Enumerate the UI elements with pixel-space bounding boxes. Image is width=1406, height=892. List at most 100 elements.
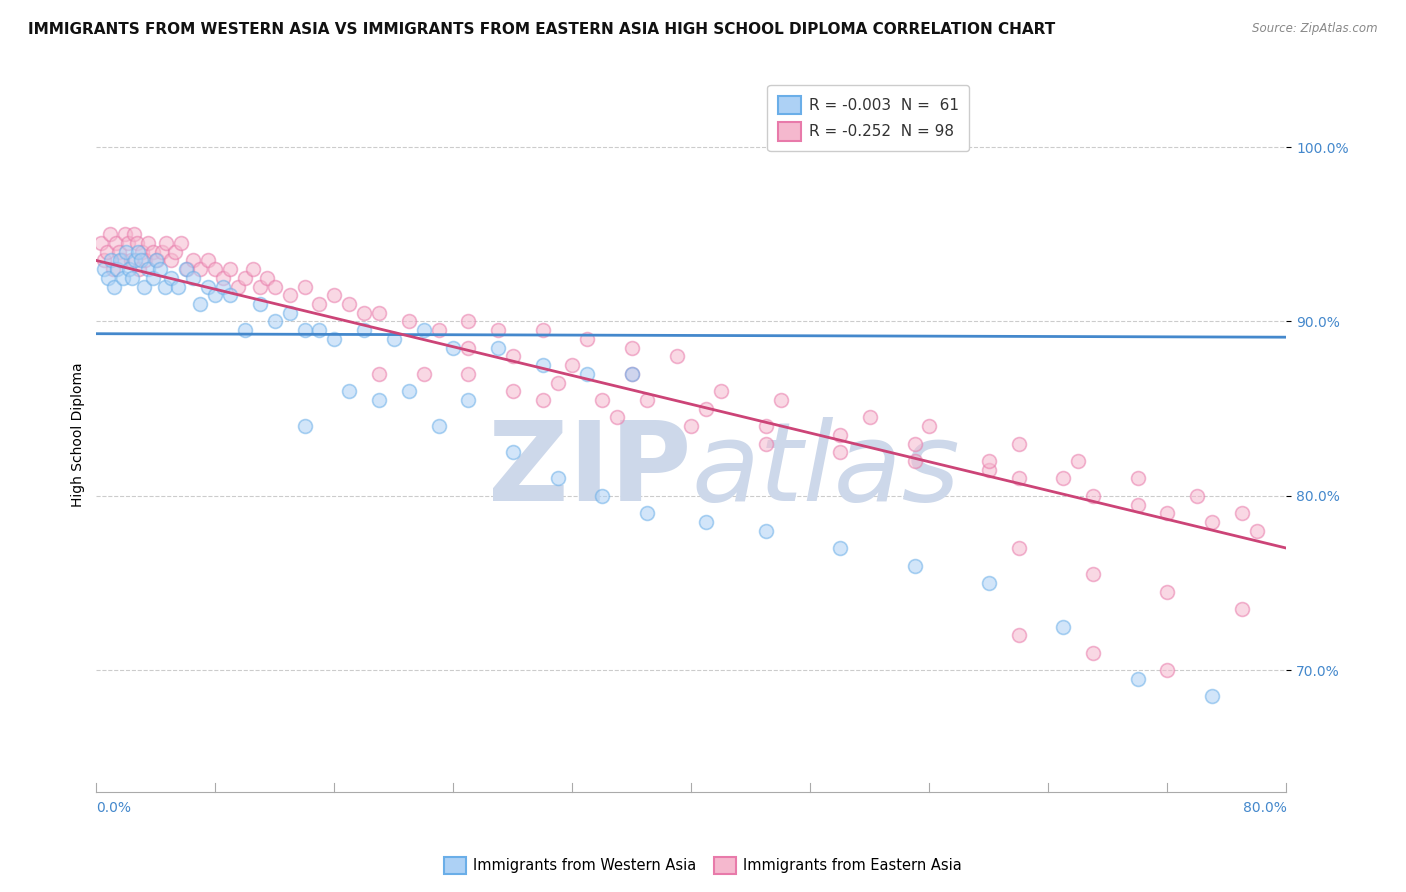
Point — [115, 244, 138, 259]
Point — [903, 436, 925, 450]
Point — [233, 271, 256, 285]
Point — [486, 323, 509, 337]
Point — [620, 367, 643, 381]
Text: IMMIGRANTS FROM WESTERN ASIA VS IMMIGRANTS FROM EASTERN ASIA HIGH SCHOOL DIPLOMA: IMMIGRANTS FROM WESTERN ASIA VS IMMIGRAN… — [28, 22, 1056, 37]
Point — [547, 376, 569, 390]
Point — [531, 392, 554, 407]
Point — [412, 367, 434, 381]
Point — [211, 279, 233, 293]
Legend: Immigrants from Western Asia, Immigrants from Eastern Asia: Immigrants from Western Asia, Immigrants… — [439, 851, 967, 880]
Point — [427, 419, 450, 434]
Point — [105, 262, 128, 277]
Point — [769, 392, 792, 407]
Point — [547, 471, 569, 485]
Point — [457, 314, 479, 328]
Point — [97, 271, 120, 285]
Point — [1081, 567, 1104, 582]
Point — [129, 253, 152, 268]
Point — [1230, 602, 1253, 616]
Point — [100, 253, 122, 268]
Point — [104, 235, 127, 250]
Point — [111, 253, 134, 268]
Point — [457, 367, 479, 381]
Text: atlas: atlas — [692, 417, 960, 524]
Point — [457, 392, 479, 407]
Point — [165, 244, 187, 259]
Point — [170, 235, 193, 250]
Point — [150, 244, 173, 259]
Point — [755, 524, 778, 538]
Point — [1201, 515, 1223, 529]
Point — [233, 323, 256, 337]
Point — [278, 288, 301, 302]
Text: 0.0%: 0.0% — [97, 801, 131, 815]
Point — [131, 244, 153, 259]
Point — [1187, 489, 1209, 503]
Point — [114, 227, 136, 242]
Point — [486, 341, 509, 355]
Legend: R = -0.003  N =  61, R = -0.252  N = 98: R = -0.003 N = 61, R = -0.252 N = 98 — [768, 85, 969, 152]
Point — [278, 306, 301, 320]
Point — [112, 271, 135, 285]
Point — [122, 227, 145, 242]
Point — [695, 401, 717, 416]
Point — [146, 253, 169, 268]
Point — [977, 454, 1000, 468]
Point — [103, 279, 125, 293]
Point — [337, 384, 360, 399]
Point — [1126, 471, 1149, 485]
Point — [755, 419, 778, 434]
Point — [1052, 471, 1074, 485]
Point — [249, 279, 271, 293]
Point — [636, 506, 658, 520]
Point — [859, 410, 882, 425]
Point — [121, 271, 143, 285]
Point — [1067, 454, 1090, 468]
Point — [977, 576, 1000, 591]
Point — [263, 279, 285, 293]
Point — [181, 271, 204, 285]
Point — [190, 262, 212, 277]
Point — [204, 288, 226, 302]
Point — [197, 253, 219, 268]
Point — [695, 515, 717, 529]
Point — [176, 262, 198, 277]
Point — [153, 279, 176, 293]
Point — [830, 541, 852, 555]
Point — [219, 262, 242, 277]
Point — [1081, 646, 1104, 660]
Point — [101, 262, 124, 277]
Point — [174, 262, 197, 277]
Point — [90, 235, 112, 250]
Point — [1008, 541, 1031, 555]
Point — [1008, 436, 1031, 450]
Point — [606, 410, 628, 425]
Point — [1156, 506, 1178, 520]
Point — [1126, 672, 1149, 686]
Point — [167, 279, 190, 293]
Point — [502, 445, 524, 459]
Point — [219, 288, 242, 302]
Point — [710, 384, 733, 399]
Point — [190, 297, 212, 311]
Point — [108, 253, 131, 268]
Point — [118, 262, 141, 277]
Point — [368, 392, 391, 407]
Point — [93, 253, 115, 268]
Point — [159, 271, 181, 285]
Point — [155, 235, 177, 250]
Point — [502, 384, 524, 399]
Point — [665, 350, 688, 364]
Point — [138, 262, 160, 277]
Point — [256, 271, 278, 285]
Point — [128, 262, 150, 277]
Point — [903, 454, 925, 468]
Point — [353, 306, 375, 320]
Point — [1156, 584, 1178, 599]
Point — [441, 341, 464, 355]
Point — [249, 297, 271, 311]
Point — [1246, 524, 1268, 538]
Point — [181, 253, 204, 268]
Point — [353, 323, 375, 337]
Point — [398, 384, 420, 399]
